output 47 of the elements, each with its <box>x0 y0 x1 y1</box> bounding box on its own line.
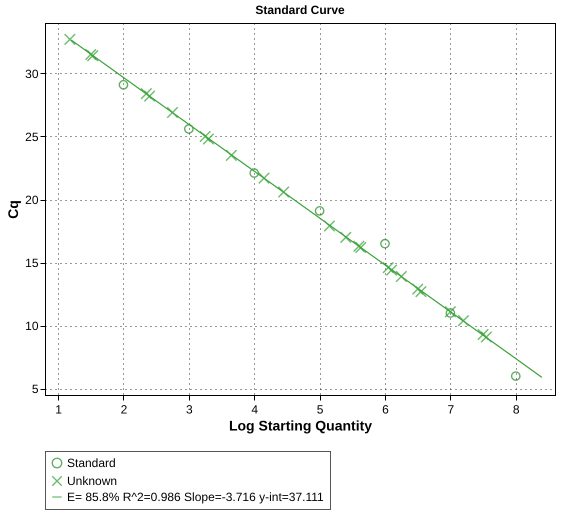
point <box>144 90 156 102</box>
x-tick-label: 5 <box>316 402 324 416</box>
point <box>202 133 214 145</box>
point <box>340 231 352 244</box>
point <box>118 80 128 90</box>
y-tick-label: 20 <box>25 193 39 208</box>
point <box>477 328 490 340</box>
point <box>314 206 324 216</box>
legend-label: Standard <box>67 456 116 470</box>
point <box>166 106 178 118</box>
y-tick-label: 5 <box>32 382 39 396</box>
point <box>395 270 408 282</box>
point <box>184 124 194 134</box>
legend-label: Unknown <box>67 474 118 488</box>
point <box>444 306 456 318</box>
point <box>199 130 212 142</box>
legend-label: E= 85.8% R^2=0.986 Slope=-3.716 y-int=37.111 <box>67 490 324 504</box>
y-tick-label: 30 <box>25 66 39 81</box>
x-tick-label: 1 <box>55 402 62 416</box>
x-tick-label: 2 <box>120 402 128 416</box>
point <box>380 238 390 249</box>
point <box>323 220 336 232</box>
point <box>480 331 492 343</box>
x-tick-label: 6 <box>382 402 390 416</box>
y-axis-title: Cq <box>5 200 22 219</box>
point <box>258 172 270 184</box>
point <box>382 262 394 274</box>
x-tick-label: 4 <box>251 402 258 416</box>
point <box>415 286 427 298</box>
point <box>64 33 76 46</box>
point <box>278 186 290 198</box>
point <box>140 88 152 100</box>
x-tick-label: 7 <box>448 402 455 416</box>
y-tick-label: 10 <box>25 319 39 334</box>
point <box>510 371 521 381</box>
point <box>458 314 470 327</box>
point <box>446 308 456 318</box>
point <box>225 149 238 162</box>
chart-title: Standard Curve <box>255 3 345 17</box>
x-tick-label: 3 <box>186 402 193 416</box>
y-tick-label: 25 <box>25 130 39 144</box>
point <box>412 283 424 296</box>
x-axis-title: Log Starting Quantity <box>228 418 372 434</box>
y-tick-label: 15 <box>25 256 39 270</box>
point <box>386 264 398 276</box>
point <box>249 168 260 178</box>
x-tick-label: 8 <box>512 402 520 416</box>
